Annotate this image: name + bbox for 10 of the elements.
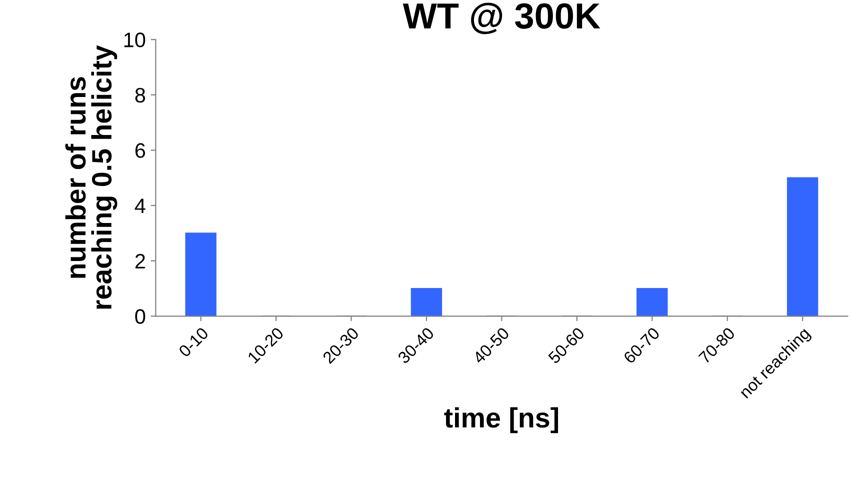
y-tick-label: 0 (135, 309, 146, 324)
y-tick-label: 8 (135, 88, 146, 103)
y-tick-label: 10 (124, 32, 146, 48)
chart-title: WT @ 300K (402, 2, 600, 34)
x-tick-label: 0-10 (178, 326, 210, 358)
y-axis-title: number of runs reaching 0.5 helicity (65, 45, 118, 309)
y-tick-label: 2 (135, 254, 145, 268)
y-tick-label: 4 (134, 198, 146, 214)
x-axis-title: time [ns] (444, 407, 558, 434)
y-tick-label: 6 (135, 143, 146, 158)
